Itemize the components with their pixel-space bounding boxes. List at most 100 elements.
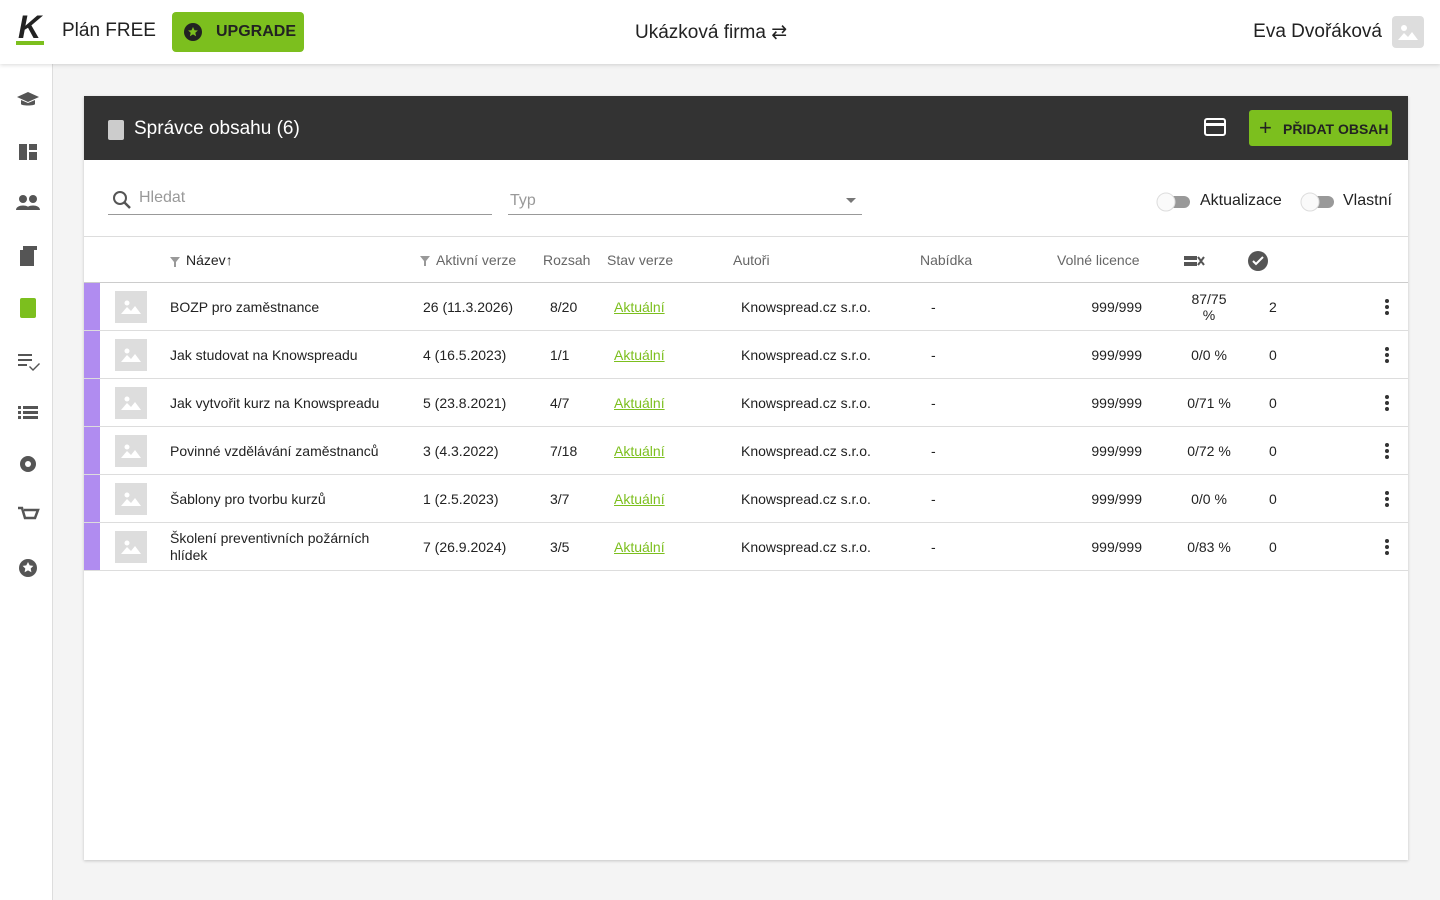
active-version: 7 (26.9.2024) <box>423 539 507 555</box>
panel-header: Správce obsahu (6) + PŘIDAT OBSAH <box>84 96 1408 160</box>
scope: 4/7 <box>550 395 570 411</box>
count: 0 <box>1269 347 1277 363</box>
column-header[interactable]: Aktivní verze <box>436 252 517 268</box>
company[interactable]: Ukázková firma ⇄ <box>635 22 788 43</box>
count: 0 <box>1269 491 1277 507</box>
nav-dashboard[interactable] <box>19 144 37 160</box>
panel-title: Správce obsahu (6) <box>134 118 300 139</box>
column-header[interactable]: Autoři <box>733 252 770 268</box>
scope: 3/5 <box>550 539 570 555</box>
toggle-own[interactable]: Vlastní <box>1300 192 1392 217</box>
sort-arrow[interactable]: ↑ <box>225 252 233 268</box>
logo-text: K <box>18 12 44 45</box>
certified-icon <box>1248 251 1268 271</box>
upgrade-button[interactable]: UPGRADE <box>172 12 304 52</box>
add-label[interactable]: PŘIDAT OBSAH <box>1283 121 1389 137</box>
progress-icon <box>1184 256 1205 266</box>
free-licences: 999/999 <box>1091 539 1142 555</box>
toggle-label[interactable]: Aktualizace <box>1200 192 1282 209</box>
row-marker <box>84 379 100 426</box>
nav-tests[interactable] <box>18 354 40 371</box>
offer: - <box>931 299 936 315</box>
version-status[interactable]: Aktuální <box>614 347 665 363</box>
progress: 0/0 % <box>1191 491 1227 507</box>
nav-content[interactable] <box>20 246 37 266</box>
author: Knowspread.cz s.r.o. <box>741 395 871 411</box>
row-marker <box>84 427 100 474</box>
version-status[interactable]: Aktuální <box>614 395 665 411</box>
free-licences: 999/999 <box>1091 299 1142 315</box>
progress: 0/83 % <box>1187 539 1231 555</box>
active-version: 5 (23.8.2021) <box>423 395 507 411</box>
row-menu[interactable] <box>1382 393 1392 413</box>
search-field[interactable]: Hledat <box>108 184 492 215</box>
table-row[interactable]: Jak vytvořit kurz na Knowspreadu 5 (23.8.… <box>84 379 1408 427</box>
logo: K <box>16 12 44 45</box>
column-header[interactable]: Název↑ <box>186 252 233 268</box>
table-row[interactable]: BOZP pro zaměstnance 26 (11.3.2026) 8/20 Ak… <box>84 283 1408 331</box>
author: Knowspread.cz s.r.o. <box>741 443 871 459</box>
card-icon[interactable] <box>1204 118 1226 136</box>
column-header[interactable]: Volné licence <box>1057 252 1140 268</box>
table-row[interactable]: Školení preventivních požárních hlídek 7 … <box>84 523 1408 571</box>
author: Knowspread.cz s.r.o. <box>741 347 871 363</box>
version-status[interactable]: Aktuální <box>614 299 665 315</box>
course-name: Povinné vzdělávání zaměstnanců <box>170 443 379 459</box>
table-row[interactable]: Povinné vzdělávání zaměstnanců 3 (4.3.202… <box>84 427 1408 475</box>
toggle-label[interactable]: Vlastní <box>1343 192 1392 209</box>
count: 0 <box>1269 443 1277 459</box>
thumbnail <box>115 387 147 419</box>
row-menu[interactable] <box>1382 537 1392 557</box>
add-button[interactable]: + PŘIDAT OBSAH <box>1249 110 1392 146</box>
column-header[interactable]: Stav verze <box>607 252 674 268</box>
nav-library[interactable] <box>20 298 36 318</box>
plan: Plán FREE <box>62 20 156 41</box>
free-licences: 999/999 <box>1091 347 1142 363</box>
scope: 3/7 <box>550 491 570 507</box>
row-menu[interactable] <box>1382 441 1392 461</box>
row-marker <box>84 523 100 570</box>
row-menu[interactable] <box>1382 297 1392 317</box>
course-name: Jak vytvořit kurz na Knowspreadu <box>170 395 380 411</box>
content-panel: Správce obsahu (6) + PŘIDAT OBSAH Hledat… <box>84 96 1408 860</box>
top-bar: K Plán FREE UPGRADE Ukázková firma ⇄ Eva… <box>0 0 1440 64</box>
search-placeholder[interactable]: Hledat <box>139 189 186 206</box>
table-row[interactable]: Jak studovat na Knowspreadu 4 (16.5.2023)… <box>84 331 1408 379</box>
version-status[interactable]: Aktuální <box>614 443 665 459</box>
company-name[interactable]: Ukázková firma <box>635 22 766 43</box>
course-name: BOZP pro zaměstnance <box>170 299 320 315</box>
row-menu[interactable] <box>1382 489 1392 509</box>
nav-courses[interactable] <box>17 92 39 106</box>
nav-list[interactable] <box>18 406 38 419</box>
scope: 7/18 <box>550 443 578 459</box>
progress: 0/0 % <box>1191 347 1227 363</box>
upgrade-label[interactable]: UPGRADE <box>216 23 297 40</box>
table-row[interactable]: Šablony pro tvorbu kurzů 1 (2.5.2023) 3/7 A… <box>84 475 1408 523</box>
version-status[interactable]: Aktuální <box>614 491 665 507</box>
row-marker <box>84 283 100 330</box>
version-status[interactable]: Aktuální <box>614 539 665 555</box>
thumbnail <box>115 483 147 515</box>
toggle-update[interactable]: Aktualizace <box>1156 192 1282 217</box>
type-placeholder[interactable]: Typ <box>510 192 536 209</box>
user-name[interactable]: Eva Dvořáková <box>1253 21 1382 42</box>
column-header[interactable]: Nabídka <box>920 252 973 268</box>
nav-users[interactable] <box>16 195 40 210</box>
sidebar <box>0 64 53 900</box>
free-licences: 999/999 <box>1091 395 1142 411</box>
progress: 0/72 % <box>1187 443 1231 459</box>
nav-shop[interactable] <box>18 506 40 520</box>
table-header: Název↑ Aktivní verze Rozsah Stav verze Autoř… <box>84 236 1408 283</box>
count: 0 <box>1269 395 1277 411</box>
progress: 87/75 % <box>1191 291 1227 323</box>
offer: - <box>931 395 936 411</box>
type-select[interactable]: Typ <box>508 184 862 215</box>
active-version: 1 (2.5.2023) <box>423 491 499 507</box>
scope: 8/20 <box>550 299 578 315</box>
course-name: Jak studovat na Knowspreadu <box>170 347 358 363</box>
avatar[interactable] <box>1392 16 1424 48</box>
row-menu[interactable] <box>1382 345 1392 365</box>
column-header[interactable]: Rozsah <box>543 252 591 268</box>
thumbnail <box>115 531 147 563</box>
